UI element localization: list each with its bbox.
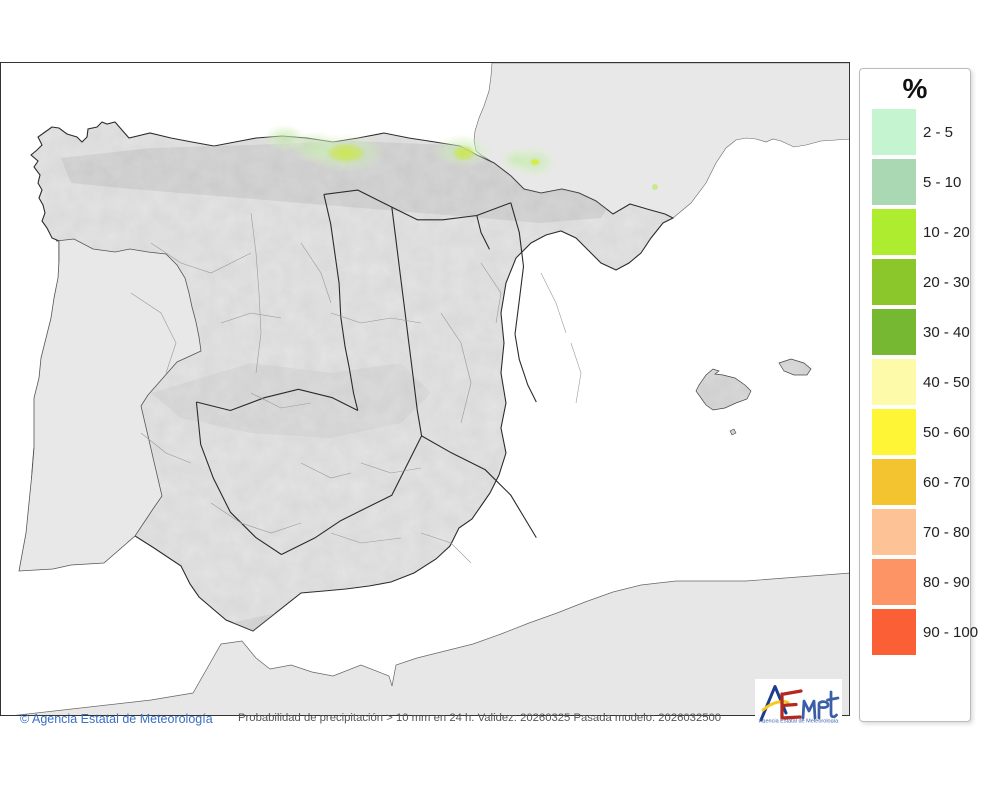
svg-text:Agencia Estatal de Meteorologí: Agencia Estatal de Meteorología: [759, 719, 839, 724]
